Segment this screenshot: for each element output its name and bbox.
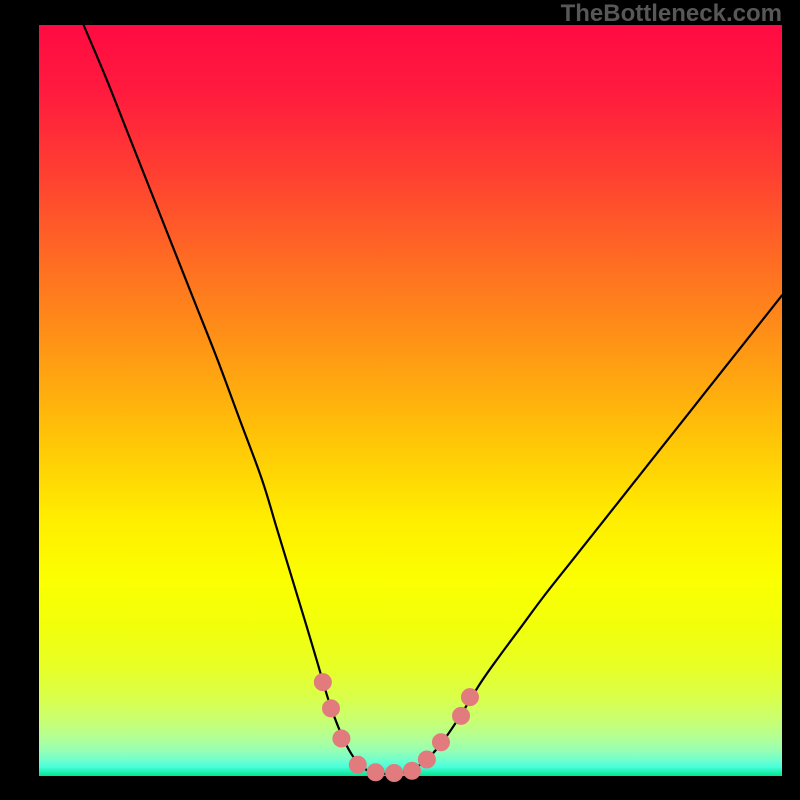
curve-line <box>84 25 782 774</box>
marker-dot <box>432 734 449 751</box>
marker-dot <box>461 689 478 706</box>
marker-dot <box>453 707 470 724</box>
marker-dot <box>418 751 435 768</box>
marker-dot <box>367 764 384 781</box>
marker-dot <box>323 700 340 717</box>
chart-stage: TheBottleneck.com <box>0 0 800 800</box>
marker-dot <box>314 674 331 691</box>
marker-dot <box>403 762 420 779</box>
marker-dot <box>333 730 350 747</box>
marker-dot <box>349 756 366 773</box>
plot-area <box>39 25 782 776</box>
watermark-text: TheBottleneck.com <box>561 0 782 28</box>
chart-svg <box>39 25 782 776</box>
marker-dot <box>386 765 403 782</box>
